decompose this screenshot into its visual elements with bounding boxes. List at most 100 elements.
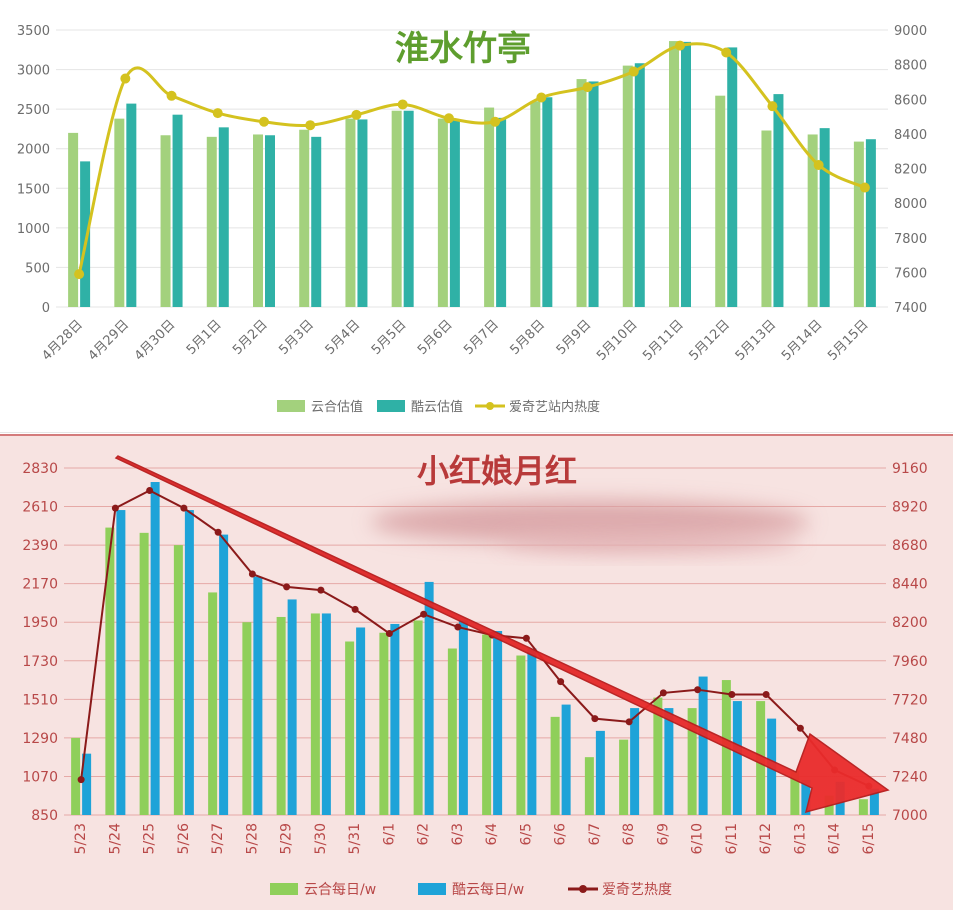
x-tick-label: 4月29日 <box>86 317 133 364</box>
y2-tick-label: 7240 <box>892 769 928 785</box>
bar-series1 <box>790 771 800 815</box>
y2-tick-label: 8200 <box>894 163 927 178</box>
x-tick-label: 4月30日 <box>132 317 179 364</box>
bar-series2 <box>496 117 507 307</box>
bar-series2 <box>172 114 183 307</box>
line-point <box>214 528 222 536</box>
bar-series1 <box>715 95 726 307</box>
x-tick-label: 4月28日 <box>39 317 86 364</box>
bar-series1 <box>437 118 448 307</box>
y-tick-label: 3000 <box>17 64 50 79</box>
bar-series2 <box>390 623 400 815</box>
line-point <box>591 715 599 723</box>
line-point <box>628 66 639 77</box>
x-tick-label: 5/29 <box>279 823 295 854</box>
line-point <box>74 269 85 280</box>
blurred-overlay <box>500 530 800 554</box>
legend-swatch <box>270 883 298 895</box>
legend-swatch <box>277 400 305 412</box>
y-tick-label: 3500 <box>17 24 50 39</box>
legend-label: 爱奇艺热度 <box>602 881 672 898</box>
legend-swatch <box>486 402 494 410</box>
x-tick-label: 5月13日 <box>733 317 780 364</box>
x-tick-label: 6/12 <box>758 823 774 854</box>
x-tick-label: 6/5 <box>518 823 534 846</box>
y2-tick-label: 8440 <box>892 577 928 593</box>
bar-series2 <box>253 576 263 815</box>
bar-series1 <box>447 648 457 815</box>
y2-tick-label: 7400 <box>894 301 927 316</box>
line-point <box>767 101 778 112</box>
bar-series1 <box>105 527 115 815</box>
bar-series1 <box>345 118 356 307</box>
x-tick-label: 5月6日 <box>415 317 456 358</box>
x-tick-label: 5月9日 <box>554 317 595 358</box>
legend-swatch <box>579 885 587 893</box>
y2-tick-label: 8000 <box>894 197 927 212</box>
y2-tick-label: 7000 <box>892 808 928 824</box>
x-tick-label: 6/8 <box>621 823 637 846</box>
bar-series2 <box>773 94 784 307</box>
x-tick-label: 5月15日 <box>825 317 872 364</box>
line-point <box>443 113 454 124</box>
x-tick-label: 5/26 <box>176 823 192 855</box>
x-tick-label: 5/27 <box>210 823 226 854</box>
y-tick-label: 2500 <box>17 103 50 118</box>
bar-series2 <box>819 128 830 307</box>
bar-series1 <box>379 632 389 815</box>
line-point <box>675 40 685 51</box>
x-tick-label: 5/25 <box>142 823 158 854</box>
y-tick-label: 2170 <box>22 577 58 593</box>
bar-series1 <box>853 141 864 307</box>
line-point <box>351 605 359 613</box>
bar-series2 <box>184 510 194 815</box>
x-tick-label: 5/24 <box>107 823 123 855</box>
bar-series2 <box>321 613 331 815</box>
bar-series1 <box>858 799 868 815</box>
bar-series1 <box>653 697 663 815</box>
line-point <box>351 109 362 120</box>
bar-series2 <box>80 161 91 307</box>
y2-tick-label: 7480 <box>892 731 928 747</box>
x-tick-label: 6/10 <box>690 823 706 854</box>
bar-series2 <box>588 81 599 307</box>
bar-series1 <box>391 110 402 308</box>
x-tick-label: 5/23 <box>73 823 89 854</box>
legend-label: 云合估值 <box>311 399 363 415</box>
x-tick-label: 5月11日 <box>640 317 687 364</box>
bar-series2 <box>356 627 366 815</box>
line-point <box>454 623 462 631</box>
chart-title: 小红娘月红 <box>417 452 577 490</box>
y-tick-label: 1510 <box>22 692 58 708</box>
bar-series1 <box>114 118 125 307</box>
line-point <box>248 570 256 578</box>
legend-label: 爱奇艺站内热度 <box>509 399 600 415</box>
line-point <box>212 108 223 119</box>
bar-series2 <box>698 676 708 815</box>
x-tick-label: 6/11 <box>724 823 740 854</box>
x-tick-label: 5月1日 <box>184 317 225 358</box>
y-tick-label: 2610 <box>22 500 58 516</box>
bar-series1 <box>550 716 560 815</box>
bar-series1 <box>669 41 679 308</box>
y-tick-label: 1000 <box>17 222 50 237</box>
line-point <box>813 160 824 171</box>
x-tick-label: 5月7日 <box>461 317 502 358</box>
y-tick-label: 2830 <box>22 461 58 477</box>
y2-tick-label: 7600 <box>894 266 927 281</box>
bar-series2 <box>311 136 322 307</box>
y2-tick-label: 8200 <box>892 615 928 631</box>
chart-huaishui-zhuting: 0 500 1000 1500 2000 2500 3000 3500 7400 7600 7800… <box>0 0 953 433</box>
bar-series2 <box>681 41 691 307</box>
line-point <box>305 120 316 131</box>
legend-swatch <box>377 400 405 412</box>
red-arrow-annotation <box>114 455 890 814</box>
line-point <box>120 73 131 84</box>
y-tick-label: 1070 <box>22 769 58 785</box>
bar-series1 <box>576 79 587 307</box>
bar-series1 <box>276 616 286 815</box>
bar-series2 <box>458 620 468 815</box>
bar-series1 <box>345 641 355 815</box>
bar-series1 <box>761 130 772 307</box>
line-point <box>796 724 804 732</box>
